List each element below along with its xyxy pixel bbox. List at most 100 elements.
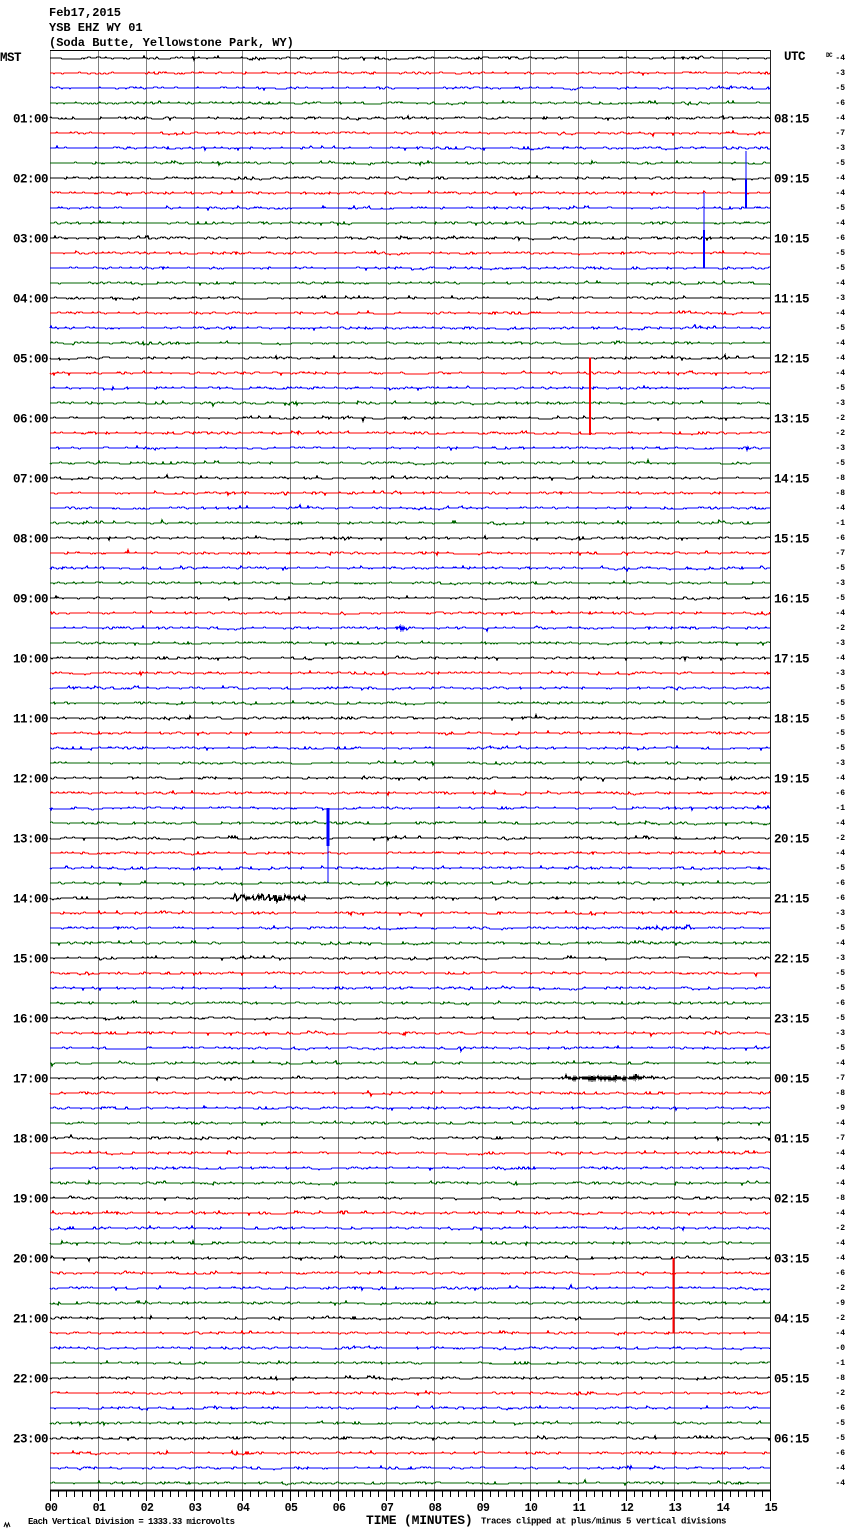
svg-text:13:15: 13:15 (774, 413, 809, 427)
svg-text:01: 01 (93, 1502, 106, 1515)
svg-text:-4: -4 (835, 1464, 845, 1473)
svg-text:23:15: 23:15 (774, 1013, 809, 1027)
svg-text:01:15: 01:15 (774, 1133, 809, 1147)
svg-text:06:15: 06:15 (774, 1433, 809, 1447)
svg-text:00:15: 00:15 (774, 1073, 809, 1087)
svg-text:-5: -5 (835, 594, 845, 603)
svg-text:12:15: 12:15 (774, 353, 809, 367)
svg-text:-1: -1 (835, 804, 845, 813)
svg-text:-4: -4 (835, 609, 845, 618)
svg-text:-6: -6 (835, 879, 845, 888)
svg-text:12: 12 (621, 1502, 634, 1515)
svg-text:-4: -4 (835, 309, 845, 318)
svg-text:-1: -1 (835, 1359, 845, 1368)
svg-text:-8: -8 (835, 1374, 845, 1383)
svg-text:07: 07 (381, 1502, 394, 1515)
svg-text:23:00: 23:00 (13, 1433, 48, 1447)
svg-text:22:00: 22:00 (13, 1373, 48, 1387)
svg-text:09: 09 (477, 1502, 490, 1515)
svg-text:-4: -4 (835, 774, 845, 783)
svg-text:-3: -3 (835, 579, 845, 588)
svg-text:-3: -3 (835, 144, 845, 153)
svg-text:MST: MST (0, 51, 22, 65)
svg-text:09:15: 09:15 (774, 173, 809, 187)
svg-text:17:00: 17:00 (13, 1073, 48, 1087)
svg-text:-2: -2 (835, 1389, 845, 1398)
svg-text:-6: -6 (835, 534, 845, 543)
svg-text:-5: -5 (835, 249, 845, 258)
svg-text:-5: -5 (835, 384, 845, 393)
svg-text:02: 02 (141, 1502, 154, 1515)
svg-text:-3: -3 (835, 294, 845, 303)
svg-text:-2: -2 (835, 429, 845, 438)
svg-text:Each Vertical Division = 1333.: Each Vertical Division = 1333.33 microvo… (28, 1517, 235, 1527)
svg-text:-4: -4 (835, 1149, 845, 1158)
svg-text:-5: -5 (835, 984, 845, 993)
svg-text:-7: -7 (835, 129, 845, 138)
svg-text:11:15: 11:15 (774, 293, 809, 307)
svg-text:-4: -4 (835, 354, 845, 363)
svg-text:-4: -4 (835, 1479, 845, 1488)
svg-text:-8: -8 (835, 1089, 845, 1098)
svg-text:-4: -4 (835, 1329, 845, 1338)
svg-text:20:00: 20:00 (13, 1253, 48, 1267)
svg-text:-5: -5 (835, 564, 845, 573)
svg-text:-3: -3 (835, 759, 845, 768)
svg-text:-8: -8 (835, 474, 845, 483)
svg-text:21:00: 21:00 (13, 1313, 48, 1327)
svg-text:YSB EHZ WY 01: YSB EHZ WY 01 (49, 21, 143, 35)
svg-text:-3: -3 (835, 1029, 845, 1038)
svg-text:12:00: 12:00 (13, 773, 48, 787)
svg-text:08:15: 08:15 (774, 113, 809, 127)
svg-text:-2: -2 (835, 1224, 845, 1233)
svg-text:-3: -3 (835, 444, 845, 453)
svg-text:06: 06 (333, 1502, 346, 1515)
svg-text:16:15: 16:15 (774, 593, 809, 607)
svg-text:-4: -4 (835, 369, 845, 378)
svg-text:-4: -4 (835, 1254, 845, 1263)
svg-text:14: 14 (717, 1502, 730, 1515)
svg-text:-5: -5 (835, 864, 845, 873)
svg-text:-1: -1 (835, 519, 845, 528)
svg-text:-5: -5 (835, 1014, 845, 1023)
svg-text:-6: -6 (835, 99, 845, 108)
svg-text:11: 11 (573, 1502, 586, 1515)
svg-text:Feb17,2015: Feb17,2015 (49, 6, 121, 20)
svg-text:-5: -5 (835, 204, 845, 213)
svg-text:20:15: 20:15 (774, 833, 809, 847)
svg-text:-4: -4 (835, 1209, 845, 1218)
svg-text:-2: -2 (835, 624, 845, 633)
svg-text:19:00: 19:00 (13, 1193, 48, 1207)
svg-text:16:00: 16:00 (13, 1013, 48, 1027)
svg-text:04:00: 04:00 (13, 293, 48, 307)
svg-text:-5: -5 (835, 1044, 845, 1053)
svg-text:14:15: 14:15 (774, 473, 809, 487)
svg-text:-4: -4 (835, 819, 845, 828)
svg-text:-5: -5 (835, 684, 845, 693)
svg-text:19:15: 19:15 (774, 773, 809, 787)
svg-text:07:00: 07:00 (13, 473, 48, 487)
svg-text:13:00: 13:00 (13, 833, 48, 847)
svg-text:-2: -2 (835, 834, 845, 843)
svg-text:-7: -7 (835, 1074, 845, 1083)
svg-text:-8: -8 (835, 489, 845, 498)
svg-text:-3: -3 (835, 399, 845, 408)
svg-text:-4: -4 (835, 1164, 845, 1173)
svg-text:-3: -3 (835, 639, 845, 648)
svg-text:Traces clipped at plus/minus 5: Traces clipped at plus/minus 5 vertical … (481, 1517, 726, 1527)
svg-text:-4: -4 (835, 189, 845, 198)
svg-text:(Soda Butte, Yellowstone Park,: (Soda Butte, Yellowstone Park, WY) (49, 36, 294, 50)
svg-text:05:00: 05:00 (13, 353, 48, 367)
svg-text:22:15: 22:15 (774, 953, 809, 967)
svg-text:-3: -3 (835, 669, 845, 678)
svg-text:-8: -8 (835, 1194, 845, 1203)
svg-text:-6: -6 (835, 1449, 845, 1458)
svg-text:08:00: 08:00 (13, 533, 48, 547)
svg-text:-3: -3 (835, 909, 845, 918)
svg-text:-4: -4 (835, 114, 845, 123)
svg-text:-7: -7 (835, 549, 845, 558)
svg-text:-4: -4 (835, 504, 845, 513)
svg-text:04: 04 (237, 1502, 250, 1515)
svg-text:-4: -4 (835, 279, 845, 288)
svg-text:-4: -4 (835, 1059, 845, 1068)
